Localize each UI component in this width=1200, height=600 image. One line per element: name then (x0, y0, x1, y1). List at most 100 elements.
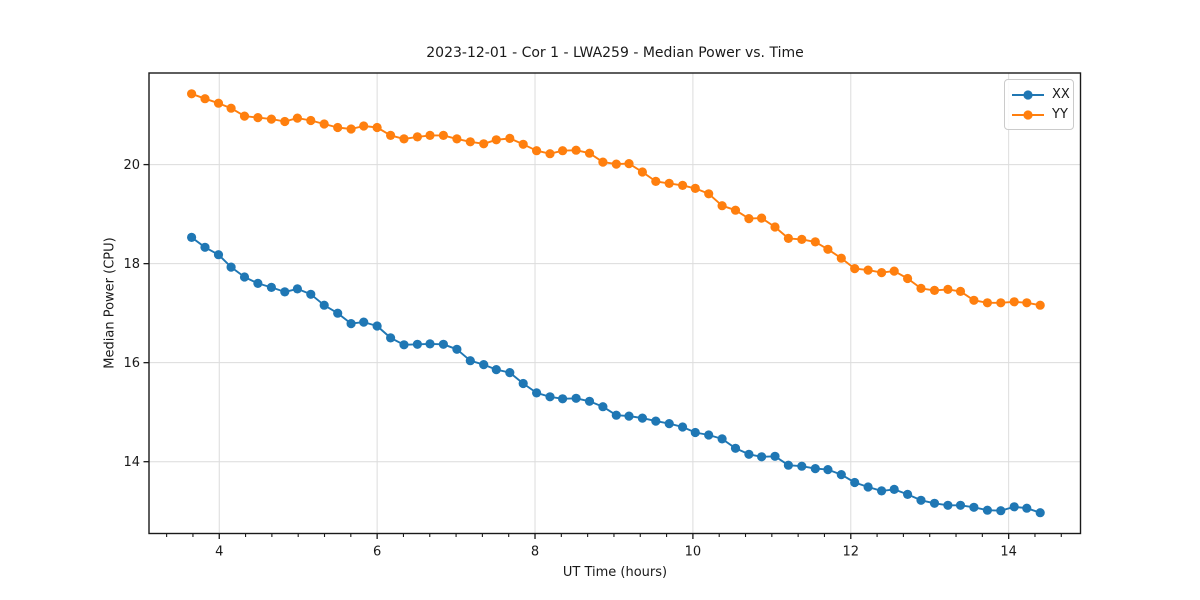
data-point-yy (452, 134, 462, 144)
data-point-yy (717, 201, 727, 211)
y-tick-label: 20 (123, 158, 140, 173)
data-point-xx (770, 451, 780, 461)
data-point-xx (757, 452, 767, 462)
data-point-xx (558, 394, 568, 404)
data-point-yy (1022, 298, 1032, 308)
data-point-xx (465, 356, 475, 366)
data-point-yy (518, 139, 528, 149)
data-point-yy (889, 266, 899, 276)
data-point-yy (916, 283, 926, 293)
data-point-xx (253, 278, 263, 288)
data-point-yy (425, 130, 435, 140)
data-point-xx (425, 339, 435, 349)
x-tick-label: 4 (215, 545, 223, 560)
line-marker-swatch-icon (1012, 110, 1044, 120)
data-point-yy (877, 268, 887, 278)
y-tick-label: 14 (123, 455, 140, 470)
data-point-xx (889, 484, 899, 494)
x-tick-label: 14 (1000, 545, 1017, 560)
data-point-yy (810, 237, 820, 247)
data-point-xx (479, 360, 489, 370)
data-point-yy (836, 253, 846, 263)
data-point-xx (306, 289, 316, 299)
data-point-xx (412, 339, 422, 349)
data-point-xx (452, 344, 462, 354)
data-point-yy (333, 122, 343, 133)
data-point-yy (943, 284, 953, 294)
data-point-yy (253, 113, 263, 123)
data-point-yy (744, 214, 754, 224)
data-point-xx (690, 427, 700, 438)
data-point-yy (266, 114, 276, 124)
data-point-xx (292, 284, 302, 294)
data-point-yy (704, 189, 714, 199)
data-point-xx (346, 319, 356, 329)
data-point-xx (266, 282, 276, 292)
legend-label: YY (1052, 107, 1068, 122)
data-point-xx (929, 498, 940, 508)
data-point-yy (465, 137, 475, 147)
data-point-xx (744, 449, 754, 459)
data-point-yy (505, 133, 515, 143)
data-point-yy (611, 159, 621, 169)
data-point-xx (624, 411, 634, 421)
data-point-xx (836, 470, 846, 480)
x-tick-label: 8 (531, 545, 539, 560)
series-yy-line (191, 92, 1041, 307)
data-point-yy (863, 265, 873, 275)
data-point-xx (704, 430, 714, 440)
data-point-yy (797, 234, 807, 244)
data-point-yy (598, 157, 608, 167)
data-point-yy (637, 167, 648, 177)
data-point-yy (929, 285, 940, 295)
data-point-xx (877, 486, 887, 496)
data-point-xx (823, 465, 833, 475)
data-point-xx (187, 232, 197, 242)
data-point-xx (969, 502, 979, 512)
data-point-yy (624, 159, 634, 169)
y-tick-label: 18 (123, 257, 140, 272)
data-point-xx (943, 500, 953, 510)
data-point-xx (863, 482, 873, 492)
data-point-yy (545, 149, 555, 159)
data-point-yy (306, 115, 316, 126)
data-point-xx (200, 242, 210, 252)
data-point-yy (903, 273, 913, 284)
data-point-xx (532, 388, 542, 398)
data-point-yy (678, 180, 688, 190)
data-point-xx (651, 416, 661, 426)
data-point-xx (545, 392, 555, 402)
data-point-xx (333, 308, 343, 318)
data-point-yy (213, 98, 224, 108)
x-tick-label: 6 (373, 545, 381, 560)
x-tick-label: 10 (685, 545, 702, 560)
data-point-xx (783, 460, 794, 470)
data-point-yy (491, 135, 501, 145)
data-point-xx (810, 464, 820, 474)
data-point-xx (1035, 508, 1045, 518)
data-point-xx (598, 402, 608, 412)
data-point-xx (717, 434, 727, 444)
data-point-xx (280, 287, 290, 297)
data-point-xx (226, 262, 236, 272)
data-point-yy (982, 298, 993, 308)
series-xx-line (191, 236, 1041, 514)
data-point-yy (584, 148, 595, 158)
data-point-xx (491, 365, 501, 375)
chart-title: 2023-12-01 - Cor 1 - LWA259 - Median Pow… (426, 45, 804, 61)
x-axis-label: UT Time (hours) (562, 565, 668, 580)
x-tick-label: 12 (843, 545, 860, 560)
data-point-yy (438, 130, 448, 140)
data-point-yy (757, 213, 767, 223)
data-point-yy (558, 146, 568, 156)
data-point-yy (1009, 297, 1019, 307)
data-point-xx (850, 477, 860, 488)
legend: XX YY (1004, 79, 1074, 130)
data-point-xx (1022, 503, 1032, 513)
data-point-yy (823, 244, 833, 254)
data-point-yy (955, 286, 966, 296)
data-point-xx (637, 413, 648, 423)
data-point-yy (651, 176, 661, 186)
